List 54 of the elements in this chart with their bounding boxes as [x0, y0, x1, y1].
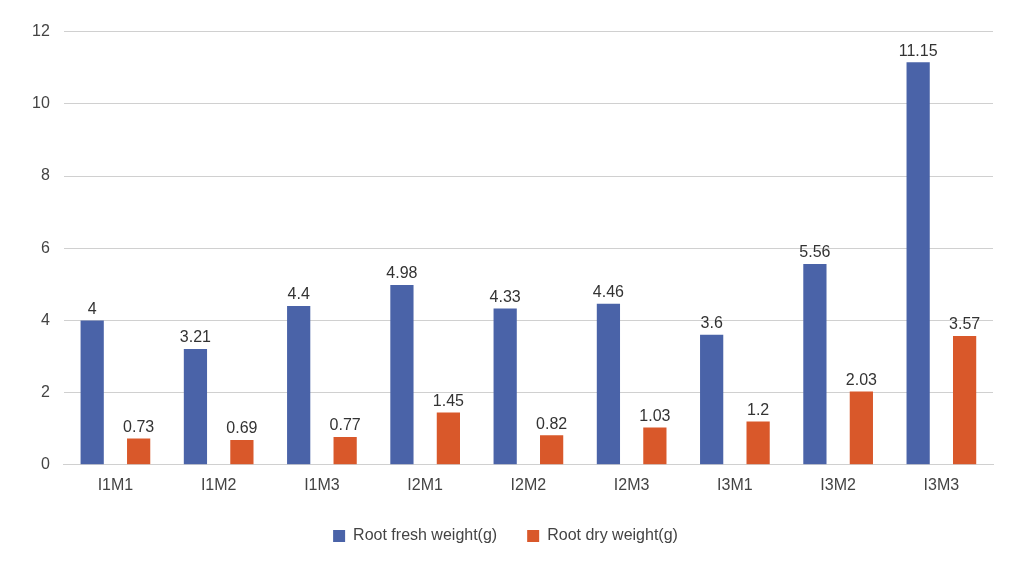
x-tick-label: I3M3 [923, 475, 960, 493]
data-label: 3.6 [700, 314, 723, 332]
bar [643, 427, 667, 465]
x-tick-label: I1M3 [304, 475, 340, 493]
bar [287, 305, 311, 465]
x-tick-label: I2M3 [613, 475, 650, 493]
x-tick-label: I2M1 [407, 475, 444, 493]
data-label: 2.03 [845, 370, 878, 388]
data-label: 4.46 [592, 283, 625, 301]
y-tick-label: 0 [40, 455, 50, 473]
data-label: 4 [87, 299, 97, 317]
x-tick-label: I1M2 [200, 475, 237, 493]
y-tick-label: 4 [40, 310, 50, 328]
bar [230, 439, 254, 465]
data-label: 5.56 [799, 243, 831, 261]
bar [127, 438, 151, 465]
bar [952, 335, 977, 465]
x-tick-label: I2M2 [510, 475, 547, 493]
bar [906, 62, 930, 465]
data-label: 0.82 [536, 414, 568, 432]
bar [700, 334, 724, 465]
y-tick-label: 6 [40, 238, 50, 256]
bar [746, 421, 770, 465]
bar [390, 285, 414, 465]
data-label: 1.2 [746, 400, 770, 418]
bar [183, 348, 208, 465]
bar [333, 437, 357, 465]
bar [803, 264, 827, 465]
data-label: 4.4 [287, 285, 310, 303]
data-label: 0.73 [123, 417, 155, 435]
data-label: 0.77 [329, 416, 361, 434]
x-tick-label: I1M1 [97, 475, 134, 493]
data-label: 11.15 [898, 41, 938, 59]
bar [80, 320, 104, 465]
legend-label: Root dry weight(g) [547, 526, 678, 544]
bar [849, 391, 873, 465]
data-label: 1.45 [432, 391, 465, 409]
bar [596, 303, 621, 465]
data-label: 3.57 [949, 315, 981, 333]
x-tick-label: I3M2 [820, 475, 857, 493]
bar [493, 308, 517, 465]
bar [540, 435, 564, 465]
data-label: 4.98 [386, 264, 418, 282]
x-tick-label: I3M1 [717, 475, 753, 493]
data-label: 1.03 [639, 407, 671, 425]
y-tick-label: 8 [40, 166, 50, 184]
data-label: 0.69 [226, 419, 258, 437]
y-tick-label: 12 [32, 22, 50, 40]
y-tick-label: 10 [32, 94, 50, 112]
data-label: 4.33 [489, 287, 521, 305]
data-label: 3.21 [179, 328, 212, 346]
y-tick-label: 2 [40, 383, 50, 401]
bar [436, 412, 460, 465]
legend-label: Root fresh weight(g) [353, 526, 498, 544]
